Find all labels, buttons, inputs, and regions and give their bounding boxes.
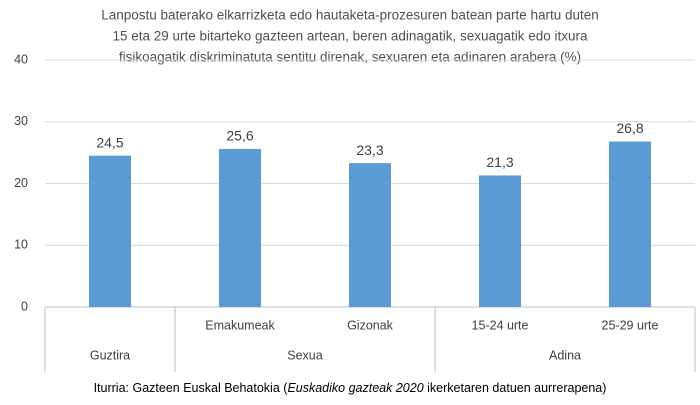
data-label: 23,3 [356,142,383,158]
y-tick-label: 10 [14,238,28,252]
bar [219,148,261,307]
x-tick-label: Emakumeak [205,318,275,332]
source-text: Euskadiko gazteak 2020 [287,381,423,395]
group-label: Guztira [90,348,130,362]
bar [349,163,391,307]
y-tick-label: 0 [21,299,28,313]
chart-title: fisikoagatik diskriminatuta sentitu dire… [119,50,581,65]
source-text: ikerketaren datuen aurrerapena) [424,381,607,395]
bar [609,141,651,307]
data-label: 26,8 [616,120,643,136]
y-tick-label: 40 [14,52,28,66]
chart-title: 15 eta 29 urte bitarteko gazteen artean,… [112,29,588,44]
y-tick-label: 30 [14,114,28,128]
group-label: Sexua [287,348,322,362]
x-tick-label: 15-24 urte [472,318,529,332]
y-tick-label: 20 [14,176,28,190]
x-tick-label: Gizonak [347,318,394,332]
source-note: Iturria: Gazteen Euskal Behatokia (Euska… [94,381,607,395]
bar [89,155,131,307]
x-tick-label: 25-29 urte [602,318,659,332]
chart-title: Lanpostu baterako elkarrizketa edo hauta… [101,8,599,23]
data-label: 25,6 [226,128,253,144]
source-text: Iturria: Gazteen Euskal Behatokia ( [94,381,289,395]
group-label: Adina [549,348,581,362]
data-label: 21,3 [486,154,513,170]
bar [479,175,521,307]
data-label: 24,5 [96,134,123,150]
